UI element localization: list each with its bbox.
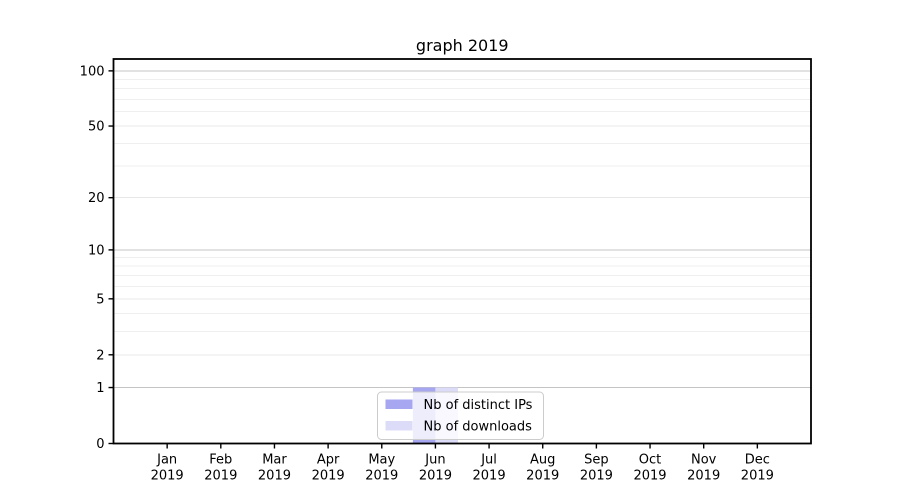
legend: Nb of distinct IPs Nb of downloads xyxy=(377,391,544,440)
x-tick-label-month: Dec xyxy=(745,453,770,468)
y-tick-label: 5 xyxy=(96,292,104,307)
x-tick-label-month: Oct xyxy=(639,453,661,468)
y-tick-label: 100 xyxy=(80,64,105,79)
x-tick-label-month: May xyxy=(368,453,395,468)
tick-marks xyxy=(108,70,759,449)
legend-box xyxy=(377,391,544,440)
x-tick-label-year: 2019 xyxy=(151,469,184,484)
x-tick-label-year: 2019 xyxy=(312,469,345,484)
x-tick-label-month: Nov xyxy=(691,453,717,468)
chart-title: graph 2019 xyxy=(416,36,509,55)
x-tick-label-year: 2019 xyxy=(204,469,237,484)
x-tick-label-year: 2019 xyxy=(687,469,720,484)
x-tick-label-year: 2019 xyxy=(365,469,398,484)
x-tick-label-year: 2019 xyxy=(419,469,452,484)
x-tick-label-year: 2019 xyxy=(526,469,559,484)
y-tick-label: 10 xyxy=(88,243,105,258)
y-tick-label: 0 xyxy=(96,437,104,452)
x-tick-label-year: 2019 xyxy=(258,469,291,484)
legend-label-distinct-ips: Nb of distinct IPs xyxy=(424,398,533,413)
legend-label-downloads: Nb of downloads xyxy=(424,420,533,435)
tick-labels: Jan2019Feb2019Mar2019Apr2019May2019Jun20… xyxy=(80,64,774,483)
x-tick-label-month: Jun xyxy=(424,453,445,468)
legend-swatch-downloads xyxy=(385,421,413,431)
x-tick-label-month: Aug xyxy=(530,453,555,468)
x-tick-label-month: Apr xyxy=(317,453,340,468)
x-tick-label-year: 2019 xyxy=(473,469,506,484)
y-tick-label: 50 xyxy=(88,120,105,135)
x-tick-label-year: 2019 xyxy=(741,469,774,484)
x-tick-label-year: 2019 xyxy=(580,469,613,484)
x-tick-label-year: 2019 xyxy=(633,469,666,484)
x-tick-label-month: Mar xyxy=(262,453,287,468)
y-tick-label: 1 xyxy=(96,381,104,396)
x-tick-label-month: Jul xyxy=(480,453,497,468)
x-tick-label-month: Feb xyxy=(209,453,232,468)
legend-swatch-distinct-ips xyxy=(385,399,413,409)
x-tick-label-month: Sep xyxy=(584,453,609,468)
y-tick-label: 20 xyxy=(88,191,105,206)
y-tick-label: 2 xyxy=(96,348,104,363)
plot-border xyxy=(112,58,812,445)
gridlines xyxy=(113,70,811,389)
x-tick-label-month: Jan xyxy=(156,453,177,468)
